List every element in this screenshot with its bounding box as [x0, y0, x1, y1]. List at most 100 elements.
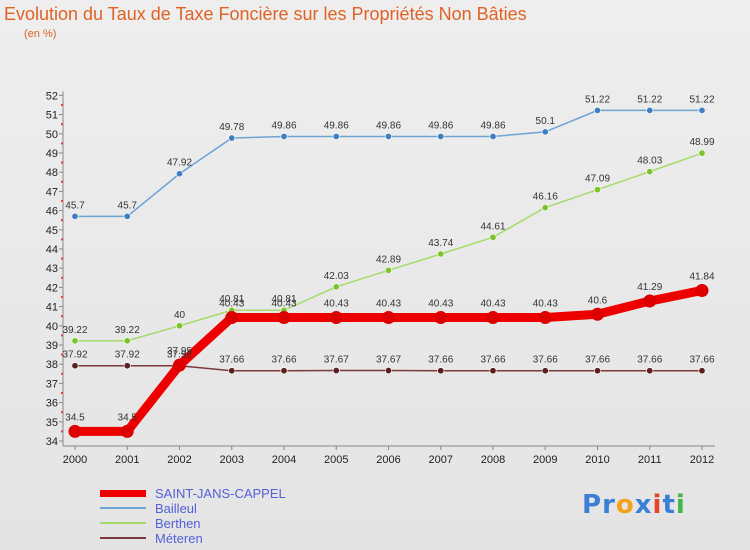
- data-point: [123, 212, 131, 220]
- y-tick-label: 44: [46, 244, 58, 256]
- y-tick-label: 40: [46, 321, 58, 333]
- data-label: 39.22: [62, 325, 87, 336]
- data-label: 37.66: [585, 355, 610, 366]
- data-label: 40.81: [219, 294, 244, 305]
- y-tick-label: 42: [46, 282, 58, 294]
- data-point: [384, 367, 392, 375]
- data-point: [646, 367, 654, 375]
- y-tick-label: 51: [46, 110, 58, 122]
- data-point: [384, 132, 392, 140]
- data-point: [486, 311, 500, 325]
- data-point: [541, 367, 549, 375]
- y-tick-label: 47: [46, 186, 58, 198]
- data-point: [382, 311, 395, 325]
- data-label: 48.03: [637, 156, 662, 167]
- data-point: [437, 132, 445, 140]
- x-tick-label: 2007: [429, 454, 453, 466]
- data-point: [541, 128, 549, 136]
- data-label: 46.16: [533, 192, 558, 203]
- data-point: [695, 283, 709, 297]
- data-point: [437, 250, 445, 258]
- data-label: 37.66: [533, 355, 558, 366]
- data-point: [71, 362, 79, 370]
- data-label: 37.95: [167, 346, 192, 357]
- data-label: 42.03: [324, 271, 349, 282]
- data-point: [277, 311, 291, 325]
- x-tick-label: 2010: [585, 454, 609, 466]
- y-minor-tick: [61, 142, 63, 145]
- data-point: [329, 311, 343, 325]
- y-tick-label: 45: [46, 225, 58, 237]
- y-tick-label: 52: [46, 90, 58, 102]
- data-point: [593, 186, 601, 194]
- y-minor-tick: [61, 200, 63, 202]
- y-tick-label: 36: [46, 398, 58, 410]
- x-tick-label: 2006: [376, 454, 400, 466]
- data-label: 49.78: [219, 122, 244, 133]
- data-point: [120, 424, 134, 438]
- chart-title: Evolution du Taux de Taxe Foncière sur l…: [4, 4, 527, 24]
- data-point: [437, 367, 445, 375]
- data-label: 40: [174, 310, 186, 321]
- y-minor-tick: [61, 334, 63, 337]
- y-minor-tick: [61, 238, 63, 241]
- data-point: [71, 212, 79, 220]
- y-tick-label: 34: [46, 436, 58, 448]
- y-minor-tick: [61, 276, 63, 279]
- y-minor-tick: [61, 123, 63, 126]
- data-point: [123, 337, 131, 345]
- legend-label: Méteren: [155, 531, 203, 546]
- logo-letter: P: [582, 490, 603, 520]
- data-label: 37.66: [637, 355, 662, 366]
- y-minor-tick: [61, 353, 63, 356]
- data-label: 50.1: [536, 116, 556, 127]
- data-label: 40.43: [324, 299, 349, 310]
- data-point: [593, 367, 601, 375]
- data-label: 39.22: [115, 325, 140, 336]
- data-point: [332, 132, 340, 140]
- line-chart: 34 35 36 37 38 39 40 41 42 43 44 45 46 47 48 49 50 51 52 20…: [46, 90, 715, 466]
- data-label: 51.22: [689, 94, 714, 105]
- data-point: [228, 367, 236, 375]
- logo-letter: o: [615, 490, 635, 520]
- data-label: 51.22: [585, 94, 610, 105]
- data-point: [646, 106, 654, 114]
- legend-label: Berthen: [155, 516, 201, 531]
- data-label: 37.66: [428, 355, 453, 366]
- data-label: 42.89: [376, 254, 401, 265]
- legend-label: Bailleul: [155, 501, 197, 516]
- data-label: 41.29: [637, 282, 662, 293]
- logo-letter: r: [602, 490, 616, 520]
- y-minor-tick: [61, 219, 63, 222]
- data-label: 49.86: [271, 120, 296, 131]
- data-label: 49.86: [480, 120, 505, 131]
- x-tick-label: 2008: [481, 454, 505, 466]
- data-point: [591, 307, 604, 321]
- y-minor-tick: [61, 411, 63, 414]
- series-points: [68, 106, 709, 438]
- x-tick-label: 2002: [167, 454, 191, 466]
- data-point: [123, 362, 131, 370]
- y-minor-tick: [61, 104, 63, 106]
- data-label: 40.81: [271, 294, 296, 305]
- data-label: 49.86: [376, 120, 401, 131]
- data-label: 37.66: [271, 355, 296, 366]
- data-point: [332, 283, 340, 291]
- data-label: 45.7: [118, 200, 138, 211]
- y-minor-tick: [61, 180, 63, 183]
- legend-swatch: [100, 490, 146, 497]
- y-tick-label: 39: [46, 340, 58, 352]
- legend-label: SAINT-JANS-CAPPEL: [155, 486, 286, 501]
- y-minor-tick: [61, 430, 63, 433]
- data-point: [228, 134, 236, 142]
- data-point: [384, 266, 392, 274]
- y-tick-label: 35: [46, 417, 58, 429]
- y-tick-label: 46: [46, 206, 58, 218]
- data-point: [280, 132, 288, 140]
- axes: 34 35 36 37 38 39 40 41 42 43 44 45 46 47 48 49 50 51 52 20…: [46, 90, 715, 466]
- data-labels: 45.7 45.7 47.92 49.78 49.86 49.86 49.86 49.86 49…: [62, 94, 714, 423]
- data-point: [176, 170, 184, 178]
- data-label: 37.66: [219, 355, 244, 366]
- data-label: 34.5: [65, 412, 85, 423]
- data-label: 37.67: [376, 355, 401, 366]
